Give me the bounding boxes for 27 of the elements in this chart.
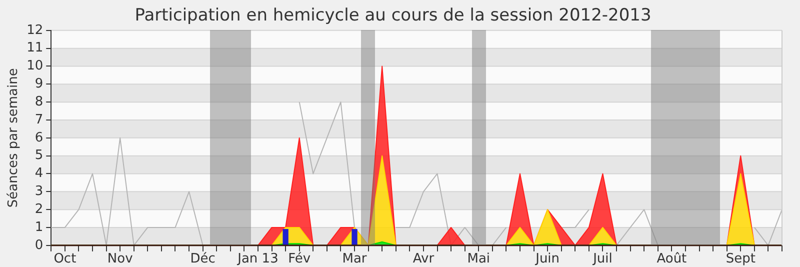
x-tick-label: Sept (726, 252, 756, 267)
x-tick-label: Juin (534, 252, 560, 267)
y-tick-label: 0 (34, 238, 44, 253)
chart-title: Participation en hemicycle au cours de la session 2012-2013 (134, 6, 652, 26)
y-tick-label: 5 (34, 148, 44, 164)
y-axis-title: Séances par semaine (6, 68, 22, 208)
x-tick-label: Jan 13 (236, 252, 278, 267)
y-tick-label: 9 (34, 76, 44, 92)
y-tick-label: 1 (34, 220, 44, 235)
y-tick-label: 12 (26, 22, 44, 38)
y-tick-label: 10 (26, 58, 44, 74)
x-tick-label: Avr (412, 252, 435, 267)
x-tick-label: Oct (54, 252, 76, 267)
y-tick-label: 8 (34, 94, 44, 110)
x-tick-label: Juil (592, 252, 612, 267)
y-tick-label: 3 (34, 184, 44, 200)
x-tick-label: Fév (288, 252, 311, 267)
y-tick-label: 6 (34, 130, 44, 146)
y-tick-label: 7 (34, 112, 44, 128)
x-tick-label: Août (656, 252, 687, 267)
x-tick-label: Nov (107, 252, 134, 267)
x-tick-label: Déc (190, 252, 216, 267)
y-tick-label: 11 (26, 40, 44, 56)
y-tick-label: 2 (34, 202, 44, 217)
x-tick-label: Mai (467, 252, 490, 267)
x-tick-label: Mar (342, 252, 368, 267)
y-tick-label: 4 (34, 166, 44, 182)
